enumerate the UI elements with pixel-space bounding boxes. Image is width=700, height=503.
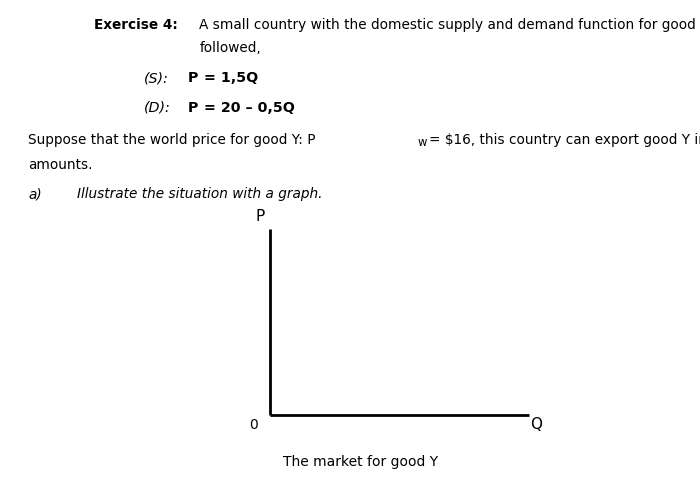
Text: Q: Q xyxy=(531,417,542,433)
Text: a): a) xyxy=(28,187,42,201)
Text: amounts.: amounts. xyxy=(28,158,92,172)
Text: Illustrate the situation with a graph.: Illustrate the situation with a graph. xyxy=(77,187,323,201)
Text: = $16, this country can export good Y in unlimited: = $16, this country can export good Y in… xyxy=(429,133,700,147)
Text: 0: 0 xyxy=(249,418,258,433)
Text: (D):: (D): xyxy=(144,101,170,115)
Text: The market for good Y: The market for good Y xyxy=(283,455,438,469)
Text: Suppose that the world price for good Y: P: Suppose that the world price for good Y:… xyxy=(28,133,316,147)
Text: w: w xyxy=(417,136,426,149)
Text: = 20 – 0,5Q: = 20 – 0,5Q xyxy=(204,101,295,115)
Text: P: P xyxy=(188,71,198,86)
Text: Exercise 4:: Exercise 4: xyxy=(94,18,178,32)
Text: P: P xyxy=(256,209,265,224)
Text: A small country with the domestic supply and demand function for good X as: A small country with the domestic supply… xyxy=(199,18,700,32)
Text: (S):: (S): xyxy=(144,71,168,86)
Text: = 1,5Q: = 1,5Q xyxy=(204,71,258,86)
Text: followed,: followed, xyxy=(199,41,261,55)
Text: P: P xyxy=(188,101,198,115)
